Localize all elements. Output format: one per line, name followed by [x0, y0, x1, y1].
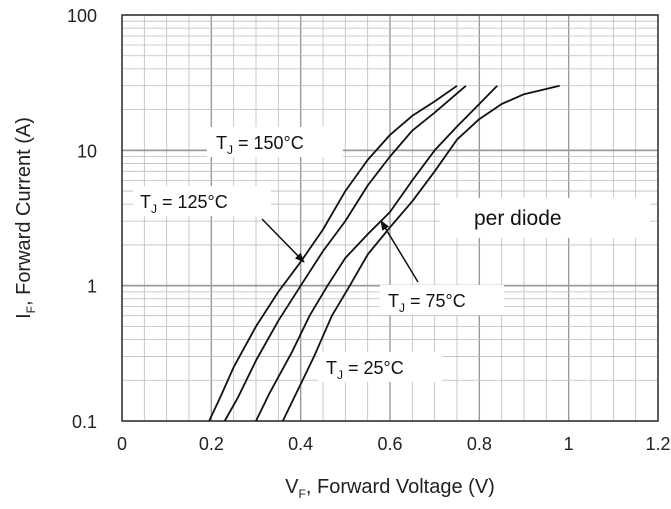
y-tick-label: 10 [77, 141, 97, 161]
arrow-tj-75c [380, 220, 419, 283]
x-tick-labels: 0 0.2 0.4 0.6 0.8 1 1.2 [117, 434, 671, 454]
label-tj-150c: TJ = 150°C [216, 133, 304, 157]
x-tick-label: 0.4 [288, 434, 313, 454]
curve-tj-125c [223, 85, 467, 422]
curve-tj-150c [208, 85, 458, 422]
plot-frame [121, 14, 659, 422]
curve-tj-25c [281, 84, 560, 422]
label-tj-125c-bg [133, 186, 271, 216]
x-tick-label: 0 [117, 434, 127, 454]
label-tj-25c: TJ = 25°C [326, 358, 404, 382]
curve-tj-75c [255, 85, 498, 422]
y-tick-label: 1 [87, 277, 97, 297]
y-tick-label: 0.1 [72, 412, 97, 432]
label-tj-125c: TJ = 125°C [140, 192, 228, 216]
x-tick-label: 0.8 [467, 434, 492, 454]
y-tick-label: 100 [67, 6, 97, 26]
arrow-tj-125c [261, 218, 305, 263]
annotation-arrows [261, 218, 419, 283]
x-tick-label: 0.6 [377, 434, 402, 454]
label-tj-25c-bg [318, 352, 442, 382]
y-axis-label: IF, Forward Current (A) [13, 117, 38, 319]
label-per-diode: per diode [474, 207, 562, 230]
curves [208, 84, 560, 422]
y-tick-labels: 0.1 1 10 100 [67, 6, 97, 432]
x-tick-label: 1.2 [645, 434, 670, 454]
label-tj-75c-bg [380, 285, 504, 315]
x-tick-label: 0.2 [199, 434, 224, 454]
annotation-labels: TJ = 150°C TJ = 125°C TJ = 75°C TJ = 25°C pe… [133, 127, 650, 382]
x-axis-label: VF, Forward Voltage (V) [285, 476, 495, 501]
label-tj-150c-bg [207, 127, 343, 157]
label-per-diode-bg [440, 198, 650, 238]
label-tj-75c: TJ = 75°C [388, 291, 466, 315]
x-tick-label: 1 [564, 434, 574, 454]
